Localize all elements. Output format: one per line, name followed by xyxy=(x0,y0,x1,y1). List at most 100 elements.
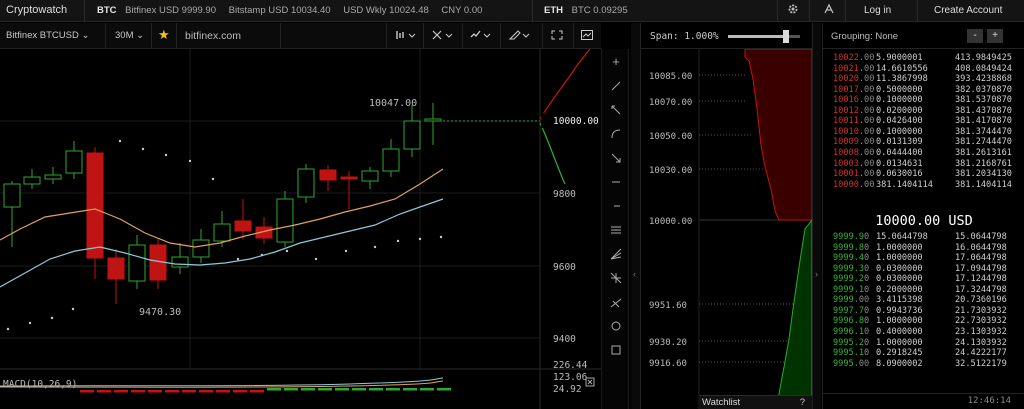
bid-row[interactable]: 9999.00 3.4115398 20.7360196 xyxy=(823,295,1024,305)
span-slider-handle[interactable] xyxy=(782,30,789,43)
line-style-icon[interactable] xyxy=(470,30,492,43)
order-price-lead: 9996.1 xyxy=(833,326,865,337)
ask-row[interactable]: 10017.00 0.5000000 382.0370870 xyxy=(823,85,1024,95)
ticker-quote[interactable]: Bitstamp USD 10034.40 xyxy=(228,5,331,16)
trend-line-icon[interactable] xyxy=(610,80,622,92)
grouping-increase-button[interactable]: + xyxy=(987,29,1003,43)
arrow-icon[interactable] xyxy=(610,152,622,164)
ask-row[interactable]: 10003.00 0.0134631 381.2168761 xyxy=(823,159,1024,169)
order-book-footer: 12:46:14 xyxy=(823,393,1024,409)
candle[interactable] xyxy=(361,170,379,182)
bid-row[interactable]: 9999.30 0.0300000 17.0944798 xyxy=(823,264,1024,274)
ask-row[interactable]: 10022.00 5.9000001 413.9849425 xyxy=(823,53,1024,63)
bid-row[interactable]: 9999.80 1.0000000 16.0644798 xyxy=(823,243,1024,253)
pitchfork-icon[interactable] xyxy=(610,296,622,308)
fullscreen-icon[interactable] xyxy=(551,30,563,43)
candle[interactable] xyxy=(255,226,273,239)
divider xyxy=(176,23,177,49)
candle[interactable] xyxy=(297,168,315,198)
ask-row[interactable]: 10020.00 11.3867998 393.4238868 xyxy=(823,74,1024,84)
ticker-eth[interactable]: ETH BTC 0.09295 xyxy=(544,5,638,16)
ticker-quote[interactable]: USD Wkly 10024.48 xyxy=(343,5,429,16)
ask-row[interactable]: 10016.00 0.1000000 381.5370870 xyxy=(823,95,1024,105)
watchlist-bar[interactable]: Watchlist ? xyxy=(699,395,812,409)
ask-row[interactable]: 10012.00 0.0200000 381.4370870 xyxy=(823,106,1024,116)
bid-row[interactable]: 9999.40 1.0000000 17.0644798 xyxy=(823,253,1024,263)
screenshot-icon[interactable] xyxy=(581,30,593,43)
order-price-tail: 0 xyxy=(864,348,870,359)
candle[interactable] xyxy=(382,148,400,172)
crosshair-add-icon[interactable]: + xyxy=(612,54,620,69)
candle[interactable] xyxy=(234,220,252,232)
settings-gear-icon[interactable] xyxy=(787,3,799,18)
candle[interactable] xyxy=(340,176,358,180)
span-slider[interactable] xyxy=(728,30,800,43)
candle[interactable] xyxy=(424,118,442,122)
candle[interactable] xyxy=(276,198,294,243)
candle[interactable] xyxy=(171,256,189,268)
candle[interactable] xyxy=(23,176,41,185)
collapse-book-button[interactable]: › xyxy=(812,23,821,409)
bid-row[interactable]: 9995.20 1.0000000 24.1303932 xyxy=(823,338,1024,348)
candle[interactable] xyxy=(107,257,125,280)
ask-row[interactable]: 10010.00 0.1000000 381.3744470 xyxy=(823,127,1024,137)
ask-row[interactable]: 10011.00 0.0426400 381.4170870 xyxy=(823,116,1024,126)
bid-row[interactable]: 9997.70 0.9943736 21.7303932 xyxy=(823,306,1024,316)
create-account-button[interactable]: Create Account xyxy=(934,5,1003,16)
grouping-label[interactable]: Grouping: None xyxy=(831,31,899,42)
watchlist-label[interactable]: Watchlist xyxy=(702,397,741,408)
ticker-quote[interactable]: CNY 0.00 xyxy=(441,5,483,16)
favorite-star-icon[interactable]: ★ xyxy=(158,27,170,42)
ray-icon[interactable] xyxy=(610,104,622,116)
circle-icon[interactable] xyxy=(610,320,622,332)
bid-row[interactable]: 9995.10 0.2918245 24.4222177 xyxy=(823,348,1024,358)
ask-row[interactable]: 10000.00 381.1404114 381.1404114 xyxy=(823,180,1024,190)
help-button[interactable]: ? xyxy=(799,397,805,408)
candle[interactable] xyxy=(44,174,62,180)
brand-logo[interactable]: Cryptowatch xyxy=(6,4,68,16)
ask-row[interactable]: 10009.00 0.0131309 381.2744470 xyxy=(823,137,1024,147)
market-selector[interactable]: Bitfinex BTCUSD ⌄ xyxy=(6,30,89,41)
ticker-btc[interactable]: BTC Bitfinex USD 9999.90 Bitstamp USD 10… xyxy=(97,5,492,16)
candle[interactable] xyxy=(403,120,421,150)
depth-chart[interactable]: 10085.00 10070.00 10050.00 10030.00 1000… xyxy=(641,49,812,409)
ask-row[interactable]: 10021.00 14.6610556 408.0849424 xyxy=(823,64,1024,74)
rectangle-icon[interactable] xyxy=(610,344,622,356)
price-chart[interactable]: 10047.00 9470.30 9800 9600 9400 10000.00… xyxy=(0,49,601,409)
bid-row[interactable]: 9999.90 15.0644798 15.0644798 xyxy=(823,232,1024,242)
fibonacci-icon[interactable] xyxy=(610,224,622,236)
bid-row[interactable]: 9999.10 0.2000000 17.3244798 xyxy=(823,285,1024,295)
candle[interactable] xyxy=(86,152,104,259)
bid-row[interactable]: 9996.80 1.0000000 22.7303932 xyxy=(823,316,1024,326)
horizontal-line-icon[interactable] xyxy=(610,176,622,188)
fan-icon[interactable] xyxy=(610,248,622,260)
ask-row[interactable]: 10008.00 0.0444400 381.2613161 xyxy=(823,148,1024,158)
candle[interactable] xyxy=(3,183,21,208)
ticker-quote[interactable]: BTC 0.09295 xyxy=(571,5,628,16)
notification-icon[interactable] xyxy=(823,3,835,18)
bid-row[interactable]: 9996.10 0.4000000 23.1303932 xyxy=(823,327,1024,337)
candle[interactable] xyxy=(213,223,231,242)
candle[interactable] xyxy=(192,239,210,258)
chart-type-icon[interactable] xyxy=(395,30,417,43)
macd-bar xyxy=(386,388,400,391)
crosshair-tool-icon[interactable] xyxy=(432,30,454,43)
collapse-depth-button[interactable]: ‹ xyxy=(631,23,640,409)
horizontal-ray-icon[interactable] xyxy=(610,200,622,212)
bid-row[interactable]: 9995.00 8.0900002 32.5122179 xyxy=(823,359,1024,369)
draw-pencil-icon[interactable] xyxy=(508,30,531,43)
ask-row[interactable]: 10001.00 0.0630016 381.2034130 xyxy=(823,169,1024,179)
grouping-decrease-button[interactable]: - xyxy=(967,29,983,43)
exchange-link[interactable]: bitfinex.com xyxy=(185,30,242,42)
candle[interactable] xyxy=(319,169,337,181)
candle[interactable] xyxy=(128,244,146,282)
period-selector[interactable]: 30M ⌄ xyxy=(115,30,144,41)
candle[interactable] xyxy=(65,150,83,174)
gann-icon[interactable] xyxy=(610,272,622,284)
ticker-quote[interactable]: Bitfinex USD 9999.90 xyxy=(125,5,217,16)
sar-dot xyxy=(211,177,215,181)
close-indicator-icon[interactable] xyxy=(585,377,595,387)
login-button[interactable]: Log in xyxy=(864,5,892,16)
bid-row[interactable]: 9999.20 0.0300000 17.1244798 xyxy=(823,274,1024,284)
arc-icon[interactable] xyxy=(610,128,622,140)
